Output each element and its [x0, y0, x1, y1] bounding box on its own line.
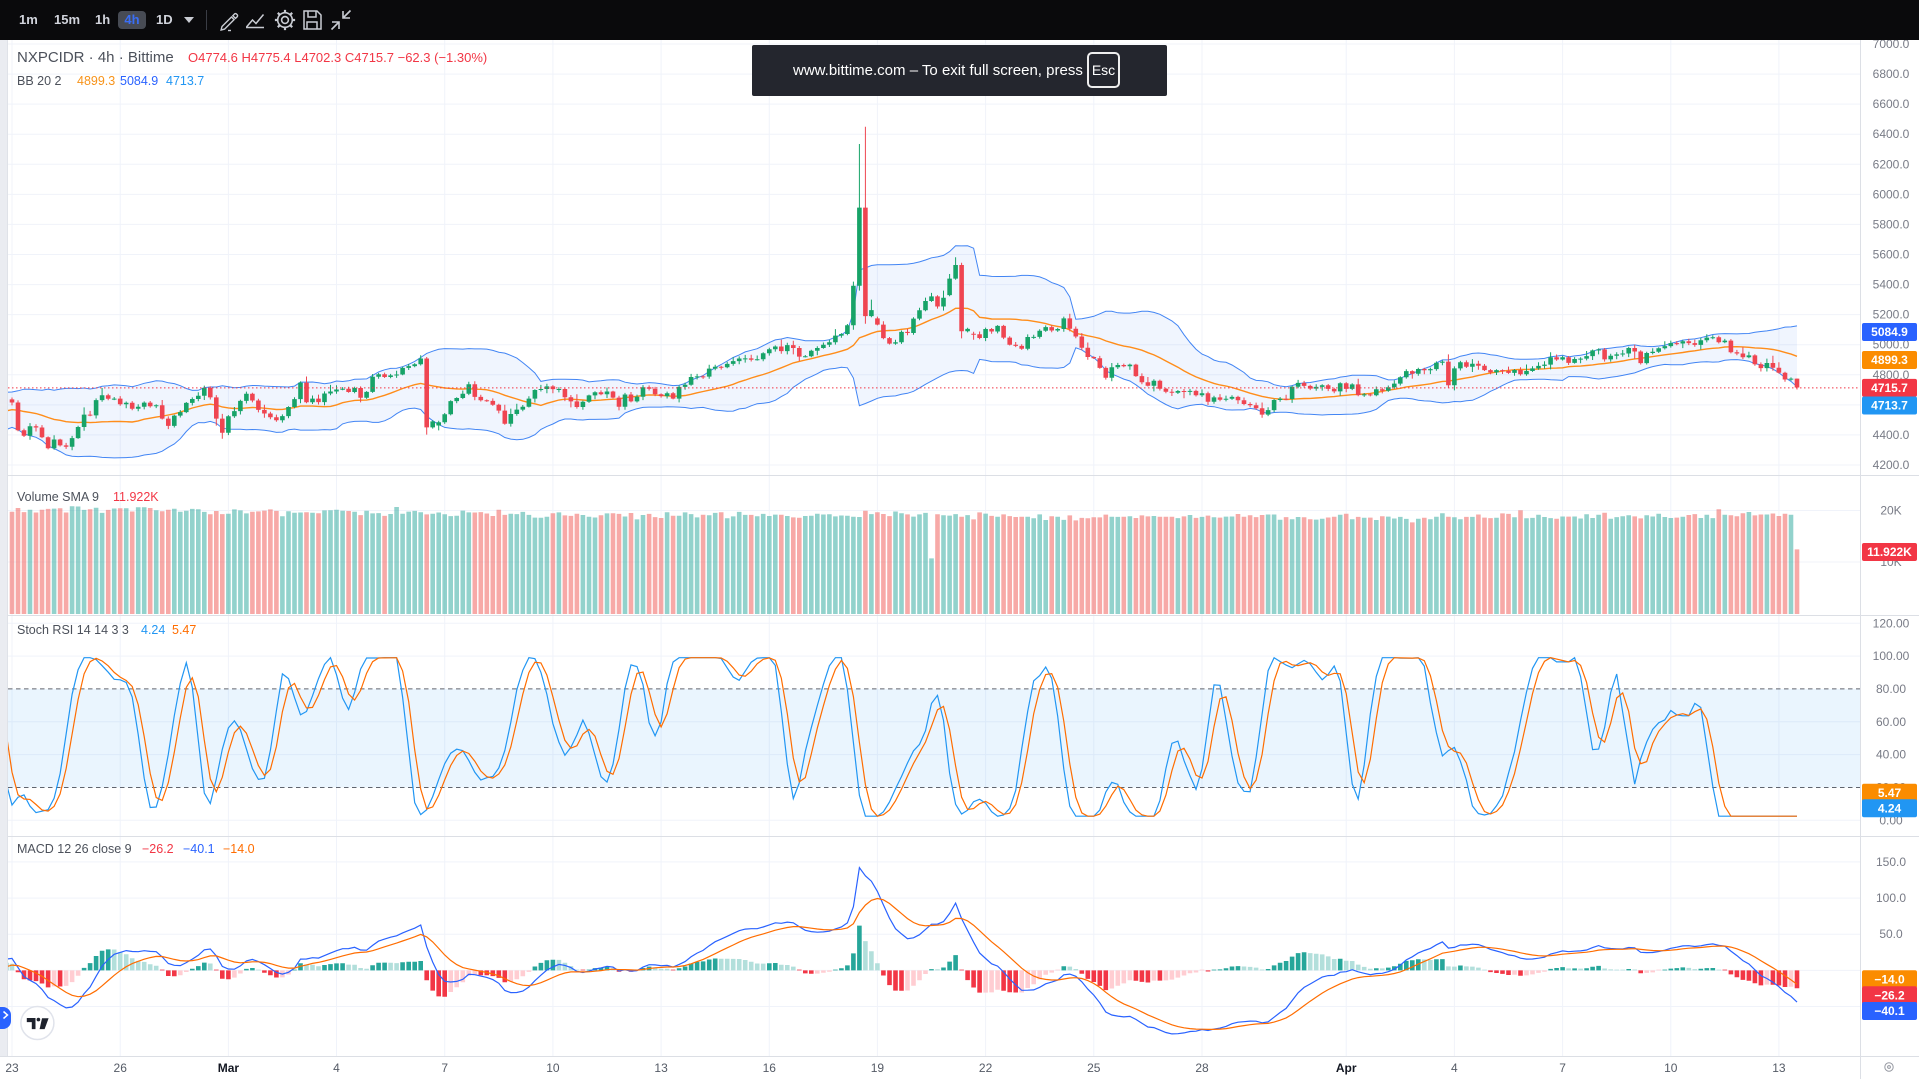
svg-text:4899.3: 4899.3	[77, 74, 115, 88]
svg-text:6400.0: 6400.0	[1873, 127, 1910, 141]
svg-text:−14.0: −14.0	[1874, 972, 1905, 986]
svg-text:7: 7	[1559, 1061, 1566, 1075]
svg-text:10: 10	[546, 1061, 560, 1075]
svg-text:11.922K: 11.922K	[113, 490, 159, 504]
svg-text:100.0: 100.0	[1876, 891, 1906, 905]
svg-text:Apr: Apr	[1336, 1061, 1357, 1075]
svg-text:7: 7	[441, 1061, 448, 1075]
svg-text:4899.3: 4899.3	[1871, 353, 1908, 367]
svg-text:4: 4	[333, 1061, 340, 1075]
svg-text:−40.1: −40.1	[1874, 1004, 1905, 1018]
svg-text:60.00: 60.00	[1876, 715, 1906, 729]
svg-text:6600.0: 6600.0	[1873, 97, 1910, 111]
svg-text:−14.0: −14.0	[223, 842, 255, 856]
svg-text:5084.9: 5084.9	[1871, 325, 1908, 339]
svg-text:4200.0: 4200.0	[1873, 458, 1910, 472]
svg-text:−26.2: −26.2	[142, 842, 174, 856]
svg-text:5000.0: 5000.0	[1873, 338, 1910, 352]
svg-text:6800.0: 6800.0	[1873, 67, 1910, 81]
svg-text:19: 19	[871, 1061, 885, 1075]
svg-text:6200.0: 6200.0	[1873, 157, 1910, 171]
svg-text:5400.0: 5400.0	[1873, 278, 1910, 292]
svg-text:Stoch RSI 14 14 3 3: Stoch RSI 14 14 3 3	[17, 623, 129, 637]
svg-text:4713.7: 4713.7	[166, 74, 204, 88]
svg-text:23: 23	[5, 1061, 19, 1075]
svg-text:5600.0: 5600.0	[1873, 248, 1910, 262]
svg-text:4800.0: 4800.0	[1873, 368, 1910, 382]
svg-text:4400.0: 4400.0	[1873, 428, 1910, 442]
svg-text:13: 13	[1772, 1061, 1786, 1075]
svg-text:MACD 12 26 close 9: MACD 12 26 close 9	[17, 842, 132, 856]
svg-text:50.0: 50.0	[1879, 927, 1903, 941]
svg-text:16: 16	[763, 1061, 777, 1075]
svg-text:4: 4	[1451, 1061, 1458, 1075]
svg-text:4.24: 4.24	[1878, 801, 1902, 815]
svg-text:150.0: 150.0	[1876, 855, 1906, 869]
svg-text:BB 20 2: BB 20 2	[17, 74, 62, 88]
svg-text:80.00: 80.00	[1876, 682, 1906, 696]
svg-text:28: 28	[1195, 1061, 1209, 1075]
svg-text:−26.2: −26.2	[1874, 989, 1905, 1003]
svg-text:22: 22	[979, 1061, 993, 1075]
svg-text:O4774.6 H4775.4 L4702.3 C4715.: O4774.6 H4775.4 L4702.3 C4715.7 −62.3 (−…	[188, 50, 487, 65]
svg-text:5200.0: 5200.0	[1873, 308, 1910, 322]
svg-text:100.00: 100.00	[1873, 649, 1910, 663]
svg-text:4.24: 4.24	[141, 623, 165, 637]
svg-text:Mar: Mar	[218, 1061, 240, 1075]
svg-text:5.47: 5.47	[172, 623, 196, 637]
svg-text:26: 26	[114, 1061, 128, 1075]
svg-text:40.00: 40.00	[1876, 748, 1906, 762]
svg-text:5084.9: 5084.9	[120, 74, 158, 88]
svg-text:7000.0: 7000.0	[1873, 37, 1910, 51]
svg-text:6000.0: 6000.0	[1873, 187, 1910, 201]
svg-text:−40.1: −40.1	[183, 842, 215, 856]
svg-text:4713.7: 4713.7	[1871, 399, 1908, 413]
svg-text:11.922K: 11.922K	[1867, 545, 1912, 559]
svg-text:25: 25	[1087, 1061, 1101, 1075]
svg-text:NXPCIDR · 4h · Bittime: NXPCIDR · 4h · Bittime	[17, 49, 174, 66]
svg-text:5.47: 5.47	[1878, 786, 1902, 800]
svg-text:20K: 20K	[1880, 504, 1901, 518]
svg-text:Volume SMA 9: Volume SMA 9	[17, 490, 99, 504]
svg-text:120.00: 120.00	[1873, 616, 1910, 630]
svg-text:4715.7: 4715.7	[1871, 381, 1908, 395]
svg-text:13: 13	[654, 1061, 668, 1075]
svg-text:5800.0: 5800.0	[1873, 217, 1910, 231]
svg-text:10: 10	[1664, 1061, 1678, 1075]
